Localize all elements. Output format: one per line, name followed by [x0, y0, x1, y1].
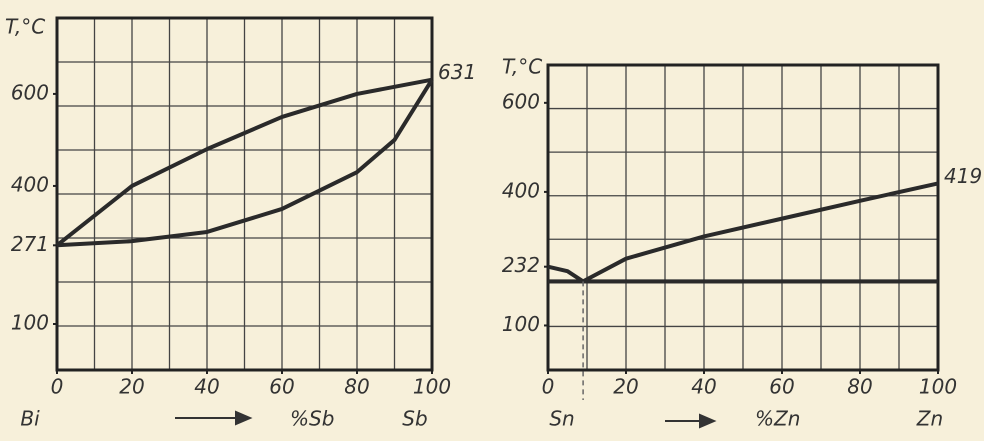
- y-tick-label: 100: [502, 312, 540, 336]
- x-tick-label: 40: [691, 375, 716, 399]
- plot-frame: [546, 63, 940, 372]
- y-tick-label: 100: [11, 310, 49, 334]
- x-tick-label: 60: [269, 375, 294, 399]
- phase-line: [56, 78, 434, 248]
- plot-frame: [55, 16, 434, 372]
- y-tick-label: 271: [11, 232, 49, 256]
- x-tick-label: 0: [542, 375, 555, 399]
- x-tick-label: 20: [613, 375, 638, 399]
- y-tick-label: 232: [502, 253, 540, 277]
- y-tick-label: 600: [11, 80, 49, 104]
- component-label: Sb: [402, 407, 427, 431]
- arrow-head: [235, 410, 253, 426]
- y-axis-label: T,°C: [5, 15, 45, 39]
- phase-line: [547, 181, 939, 284]
- component-label: Zn: [916, 407, 943, 431]
- x-axis-label: %Zn: [755, 407, 800, 431]
- x-tick-label: 0: [51, 375, 64, 399]
- x-tick-label: 80: [344, 375, 369, 399]
- component-label: Sn: [549, 407, 574, 431]
- x-tick-label: 80: [847, 375, 872, 399]
- x-tick-label: 100: [413, 375, 451, 399]
- end-label: 419: [944, 164, 982, 188]
- y-tick-label: 600: [502, 89, 540, 113]
- x-axis-label: %Sb: [290, 407, 334, 431]
- arrow-head: [699, 413, 717, 429]
- y-tick-label: 400: [502, 178, 540, 202]
- end-label: 631: [438, 60, 476, 84]
- x-tick-label: 20: [119, 375, 144, 399]
- component-label: Bi: [20, 407, 40, 431]
- y-axis-label: T,°C: [502, 55, 542, 79]
- phase-line: [55, 77, 433, 247]
- arrows: [175, 410, 717, 429]
- x-tick-label: 60: [769, 375, 794, 399]
- y-tick-label: 400: [11, 172, 49, 196]
- x-tick-label: 40: [194, 375, 219, 399]
- x-tick-label: 100: [919, 375, 957, 399]
